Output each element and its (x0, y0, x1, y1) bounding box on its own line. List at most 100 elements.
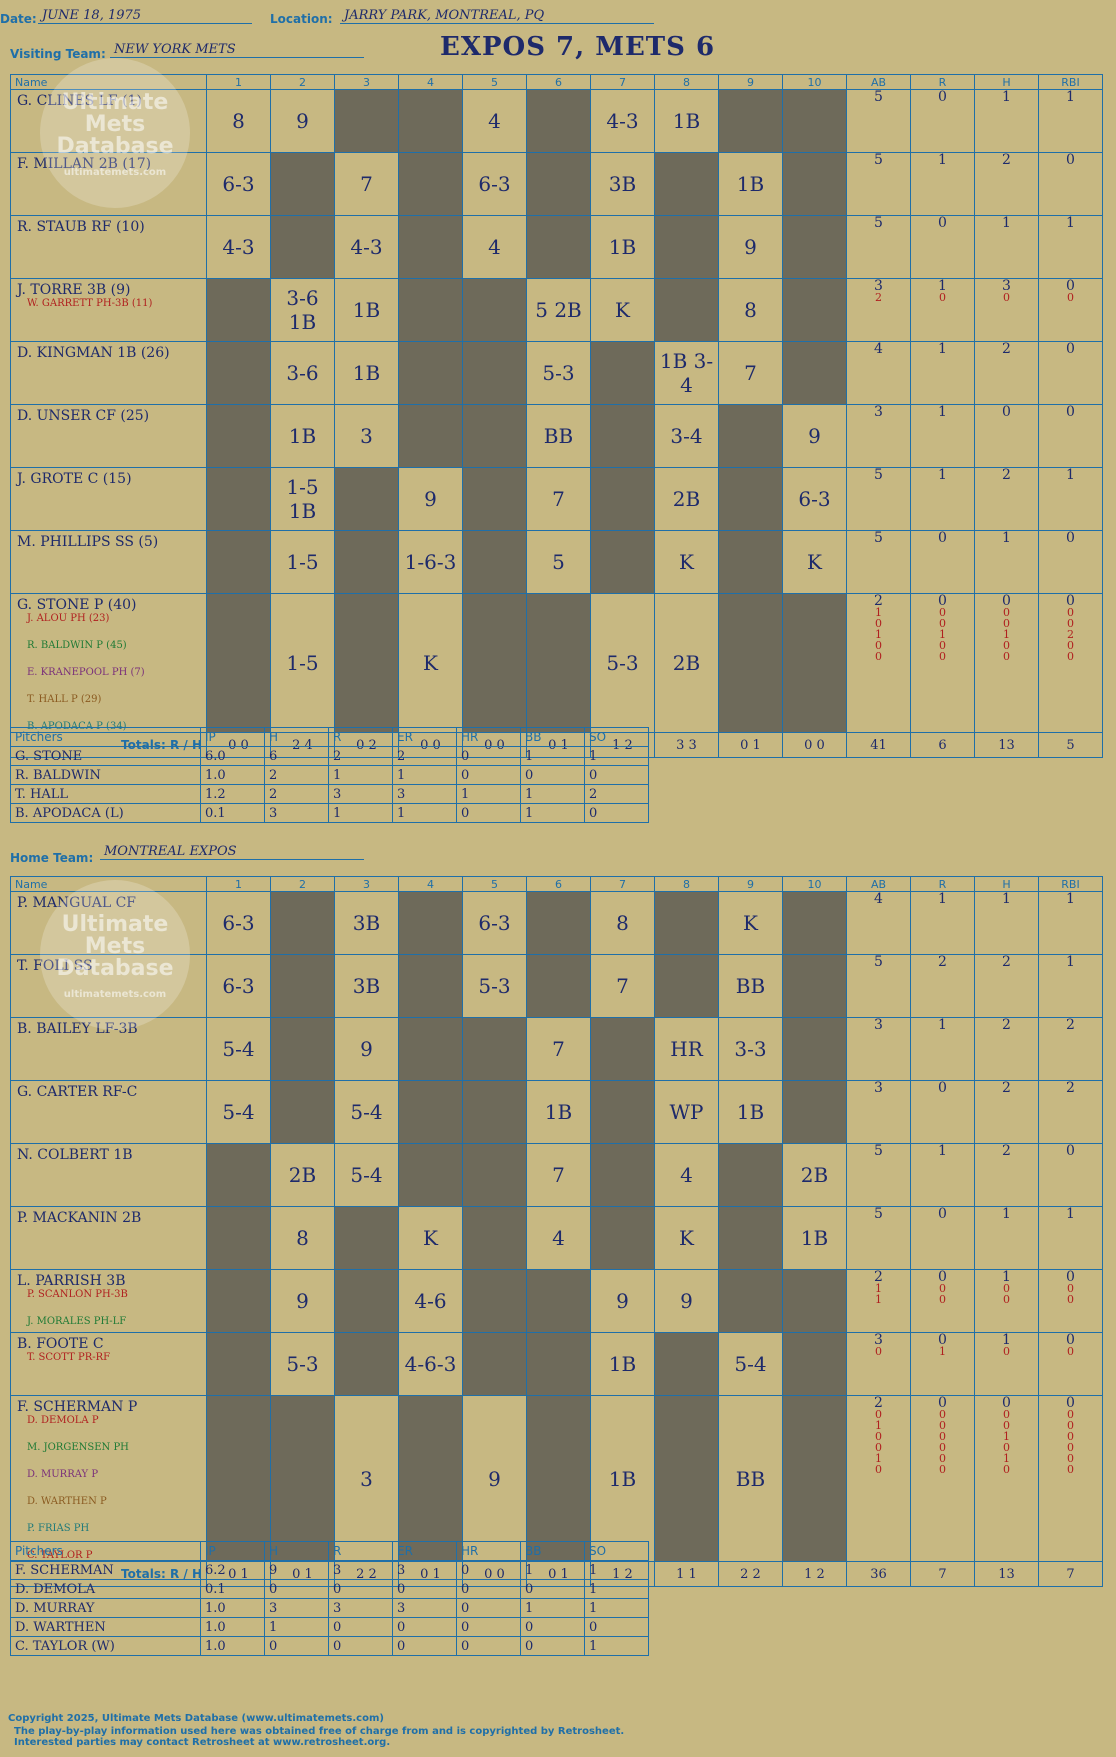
inning-cell: K (718, 891, 783, 955)
inning-cell (782, 1395, 847, 1562)
play-notation: 7 (552, 1163, 565, 1187)
column-header: 5 (462, 876, 527, 892)
batting-stat-cell: 2 (974, 341, 1039, 405)
batting-stat-value: 3 (874, 1017, 883, 1033)
play-notation: 4 (680, 1163, 693, 1187)
inning-cell (782, 1332, 847, 1396)
pitching-stat: 3 (392, 784, 457, 804)
batting-stat-value: 0 (1066, 593, 1075, 609)
pitching-stat: 6 (264, 746, 329, 766)
pitching-stat: 1.0 (200, 1617, 265, 1637)
inning-cell (654, 1395, 719, 1562)
batting-stat-value: 1 (938, 341, 947, 357)
batting-stat-value: 1 (1066, 215, 1075, 231)
play-notation: 9 (744, 235, 757, 259)
play-notation: 5-3 (606, 651, 639, 675)
batting-stat-value: 3 (1002, 278, 1011, 294)
inning-cell: 1-5 (270, 530, 335, 594)
batting-stat-value: 0 (1067, 1282, 1074, 1295)
inning-cell (398, 1017, 463, 1081)
batter-name-cell: P. MACKANIN 2B (10, 1206, 207, 1270)
batting-stat-value: 0 (1003, 1345, 1010, 1358)
substitute-name: R. BALDWIN P (45) (27, 640, 127, 651)
play-notation: 4-3 (222, 235, 255, 259)
pitching-stat: 1 (584, 1598, 649, 1618)
inning-cell: 2B (654, 467, 719, 531)
batting-stat-value: 1 (1066, 89, 1075, 105)
batting-stat-cell: 3 (846, 1017, 911, 1081)
batting-stat-value: 5 (874, 89, 883, 105)
inning-cell (782, 215, 847, 279)
watermark-logo: Ultimate Mets Database ultimatemets.com (40, 880, 190, 1030)
batting-stat-value: 2 (875, 291, 882, 304)
pitcher-row: F. SCHERMAN 6.2 9 3 3 0 1 1 (10, 1560, 649, 1580)
batting-stat-value: 2 (874, 1269, 883, 1285)
batting-stat-cell: 1 (910, 1017, 975, 1081)
pitcher-row: G. STONE 6.0 6 2 2 0 1 1 (10, 746, 649, 766)
substitute-name: M. JORGENSEN PH (27, 1442, 129, 1453)
inning-cell: 6-3 (206, 152, 271, 216)
pitching-stat: 0 (520, 765, 585, 785)
play-notation: 3-6 (286, 361, 319, 385)
inning-cell (462, 1269, 527, 1333)
batting-stat-value: 3 (874, 1332, 883, 1348)
batting-stat-value: 0 (1066, 1332, 1075, 1348)
batting-stat-value: 0 (1067, 1463, 1074, 1476)
column-header: 5 (462, 74, 527, 90)
pitching-stat: 1 (584, 1560, 649, 1580)
batter-row: P. MACKANIN 2B 8 K 4 K 1B 5 0 1 1 (10, 1206, 1103, 1270)
inning-cell (526, 89, 591, 153)
inning-cell: 5 2B (526, 278, 591, 342)
inning-cell: 7 (526, 467, 591, 531)
inning-cell (526, 1269, 591, 1333)
batting-stat-value: 1 (875, 1282, 882, 1295)
inning-cell (334, 593, 399, 733)
play-notation: 1-5 (286, 651, 319, 675)
inning-cell (718, 89, 783, 153)
batter-row: D. KINGMAN 1B (26) 3-6 1B 5-3 1B 3-4 7 4 1 2 0 (10, 341, 1103, 405)
inning-cell (462, 1332, 527, 1396)
play-notation: K (423, 651, 438, 675)
inning-total: 2 2 (718, 1561, 783, 1587)
substitute-name: E. KRANEPOOL PH (7) (27, 667, 145, 678)
pitching-stat: 0 (584, 1617, 649, 1637)
inning-cell (654, 215, 719, 279)
stat-total: 6 (910, 732, 975, 758)
batting-stat-value: 0 (939, 1430, 946, 1443)
inning-cell (398, 215, 463, 279)
batting-stat-value: 3 (874, 404, 883, 420)
inning-cell: 4-6 (398, 1269, 463, 1333)
pitching-column-header: IP (200, 1541, 265, 1561)
batting-stat-cell: 0 (910, 215, 975, 279)
column-header: 4 (398, 876, 463, 892)
batting-stat-value: 5 (874, 467, 883, 483)
batting-stat-value: 0 (939, 1282, 946, 1295)
batting-stat-value: 0 (939, 1441, 946, 1454)
play-notation: 9 (360, 1037, 373, 1061)
play-notation: 1B (672, 109, 701, 133)
batter-row: L. PARRISH 3B P. SCANLON PH-3B J. MORALES … (10, 1269, 1103, 1333)
play-notation: 5-3 (286, 1352, 319, 1376)
column-header: R (910, 876, 975, 892)
batter-name: F. MILLAN 2B (17) (17, 156, 152, 172)
column-header: 8 (654, 74, 719, 90)
substitute-name: P. FRIAS PH (27, 1523, 90, 1534)
batting-stat-value: 0 (1003, 1408, 1010, 1421)
inning-cell (718, 1269, 783, 1333)
batting-stat-value: 5 (874, 215, 883, 231)
inning-cell (590, 530, 655, 594)
batting-stat-value: 0 (1067, 1430, 1074, 1443)
stat-total: 36 (846, 1561, 911, 1587)
batter-row: M. PHILLIPS SS (5) 1-5 1-6-3 5 K K 5 0 1 0 (10, 530, 1103, 594)
batting-stat-cell: 1 (974, 891, 1039, 955)
batting-stat-value: 0 (1003, 617, 1010, 630)
stat-total: 5 (1038, 732, 1103, 758)
inning-cell (718, 1206, 783, 1270)
batting-stat-value: 0 (875, 1430, 882, 1443)
play-notation: 5-4 (350, 1100, 383, 1124)
game-location: JARRY PARK, MONTREAL, PQ (340, 8, 654, 24)
play-notation: 9 (296, 109, 309, 133)
batting-stat-value: 0 (939, 1419, 946, 1432)
play-notation: 7 (360, 172, 373, 196)
batting-stat-cell: 0 (1038, 152, 1103, 216)
